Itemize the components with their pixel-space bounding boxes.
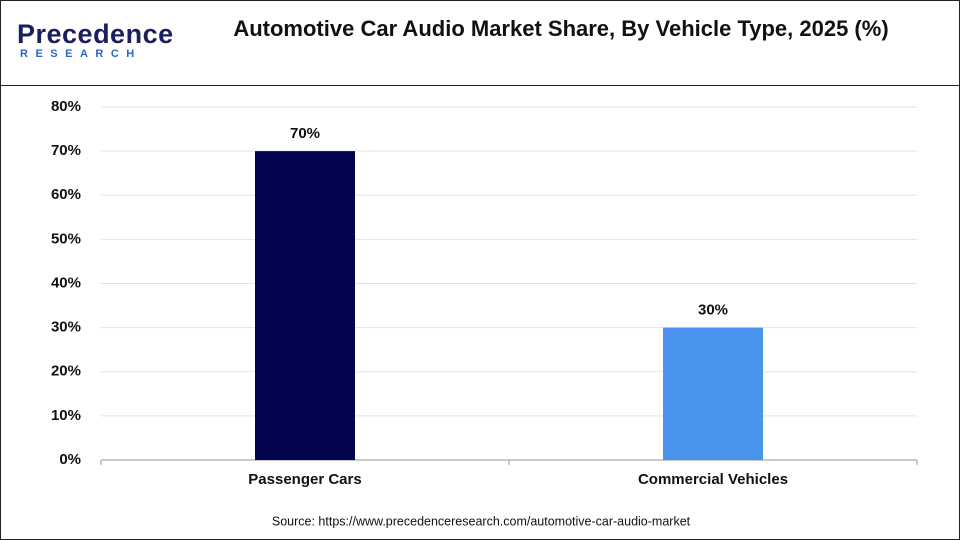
y-tick-label: 50% [51,230,81,247]
logo-tagline: RESEARCH [20,48,142,60]
y-tick-label: 30% [51,319,81,336]
y-tick-label: 0% [59,451,81,468]
y-tick-label: 20% [51,363,81,380]
value-label: 70% [290,125,320,142]
header: Precedence RESEARCH Automotive Car Audio… [1,1,959,86]
y-tick-label: 70% [51,142,81,159]
y-tick-label: 60% [51,186,81,203]
bar [663,327,763,460]
y-tick-label: 80% [51,98,81,115]
value-label: 30% [698,302,728,319]
source-note: Source: https://www.precedenceresearch.c… [272,514,691,528]
bar [255,151,355,460]
chart-title: Automotive Car Audio Market Share, By Ve… [233,16,889,41]
y-tick-label: 40% [51,274,81,291]
y-tick-label: 10% [51,407,81,424]
logo-name: Precedence [17,19,174,49]
x-tick-label: Commercial Vehicles [638,471,788,488]
x-tick-label: Passenger Cars [248,471,361,488]
